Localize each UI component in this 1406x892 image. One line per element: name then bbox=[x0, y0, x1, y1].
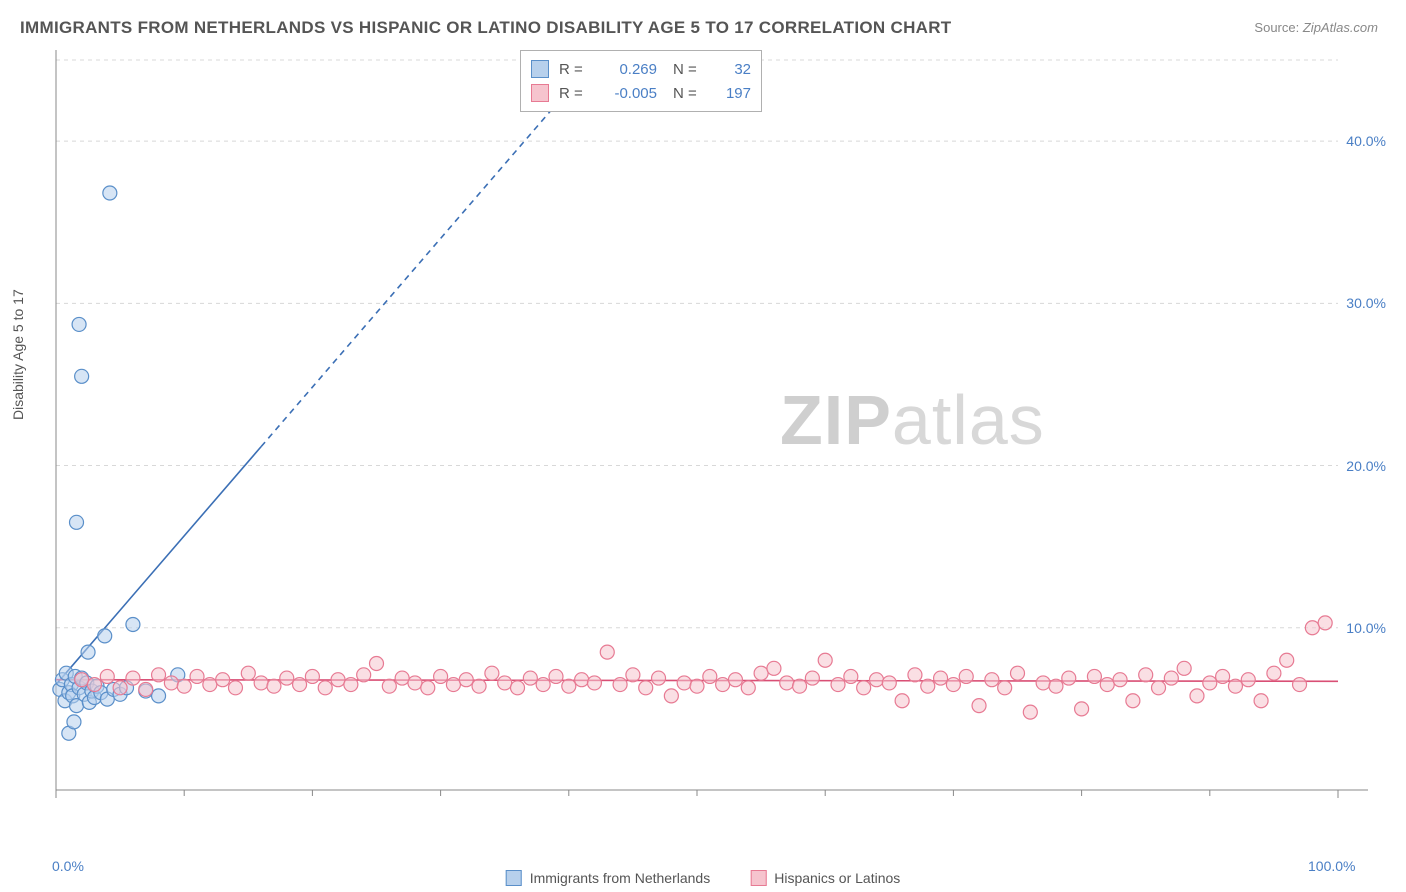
source-value: ZipAtlas.com bbox=[1303, 20, 1378, 35]
source-label: Source: bbox=[1254, 20, 1299, 35]
watermark: ZIPatlas bbox=[780, 380, 1045, 460]
legend-bottom: Immigrants from Netherlands Hispanics or… bbox=[506, 870, 901, 886]
stats-row-netherlands: R = 0.269 N = 32 bbox=[531, 57, 751, 81]
scatter-chart bbox=[48, 50, 1378, 830]
watermark-zip: ZIP bbox=[780, 381, 892, 459]
n-value-hispanic: 197 bbox=[711, 85, 751, 102]
n-value-netherlands: 32 bbox=[711, 61, 751, 78]
stats-legend-box: R = 0.269 N = 32 R = -0.005 N = 197 bbox=[520, 50, 762, 112]
r-value-hispanic: -0.005 bbox=[597, 85, 657, 102]
x-tick-100: 100.0% bbox=[1308, 858, 1355, 874]
r-label: R = bbox=[559, 61, 587, 78]
r-value-netherlands: 0.269 bbox=[597, 61, 657, 78]
swatch-netherlands bbox=[531, 60, 549, 78]
y-axis-label: Disability Age 5 to 17 bbox=[10, 289, 26, 420]
x-tick-0: 0.0% bbox=[52, 858, 84, 874]
source-attribution: Source: ZipAtlas.com bbox=[1254, 20, 1378, 35]
legend-item-hispanic: Hispanics or Latinos bbox=[750, 870, 900, 886]
swatch-netherlands bbox=[506, 870, 522, 886]
legend-item-netherlands: Immigrants from Netherlands bbox=[506, 870, 711, 886]
plot-area bbox=[48, 50, 1378, 830]
watermark-atlas: atlas bbox=[892, 381, 1045, 459]
n-label: N = bbox=[673, 85, 701, 102]
legend-label-netherlands: Immigrants from Netherlands bbox=[530, 870, 711, 886]
y-tick-20: 20.0% bbox=[1346, 458, 1386, 474]
swatch-hispanic bbox=[531, 84, 549, 102]
y-tick-40: 40.0% bbox=[1346, 133, 1386, 149]
stats-row-hispanic: R = -0.005 N = 197 bbox=[531, 81, 751, 105]
r-label: R = bbox=[559, 85, 587, 102]
y-tick-30: 30.0% bbox=[1346, 295, 1386, 311]
chart-title: IMMIGRANTS FROM NETHERLANDS VS HISPANIC … bbox=[20, 18, 952, 38]
n-label: N = bbox=[673, 61, 701, 78]
y-tick-10: 10.0% bbox=[1346, 620, 1386, 636]
legend-label-hispanic: Hispanics or Latinos bbox=[774, 870, 900, 886]
swatch-hispanic bbox=[750, 870, 766, 886]
